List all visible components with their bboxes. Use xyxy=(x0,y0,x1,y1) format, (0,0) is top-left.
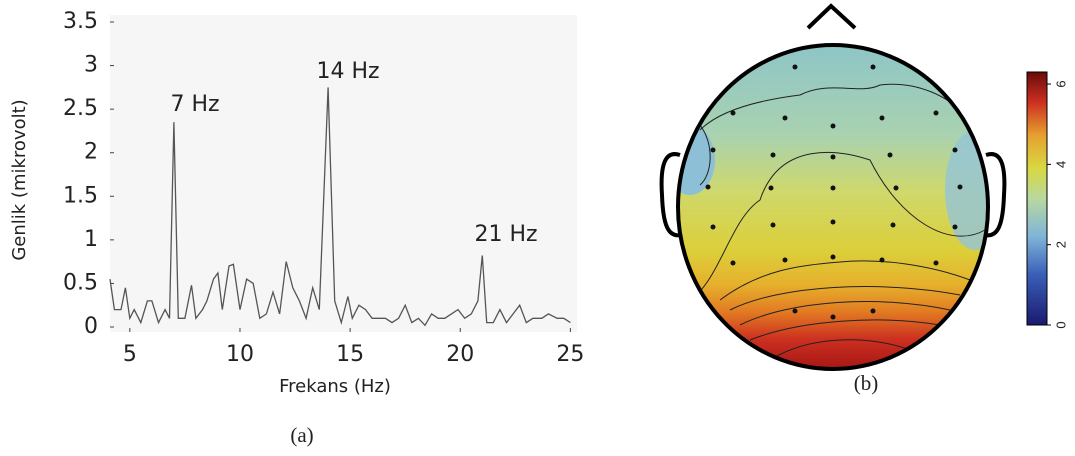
topomap xyxy=(662,6,1005,380)
colorbar xyxy=(1027,72,1047,325)
colorbar-tick-label: 2 xyxy=(1053,241,1068,248)
peak-annotation: 14 Hz xyxy=(316,59,379,84)
peak-annotation: 7 Hz xyxy=(170,92,219,117)
y-tick-label: 1 xyxy=(84,227,98,252)
x-tick-label: 15 xyxy=(336,342,364,367)
nose xyxy=(808,6,855,28)
y-tick-label: 0 xyxy=(84,314,98,339)
y-tick-label: 0.5 xyxy=(63,270,98,295)
y-tick-label: 2 xyxy=(84,140,98,165)
x-tick-label: 10 xyxy=(226,342,254,367)
y-tick-label: 3.5 xyxy=(63,9,98,34)
y-tick-label: 3 xyxy=(84,53,98,78)
colorbar-tick-label: 4 xyxy=(1053,161,1068,168)
colorbar-tick-label: 0 xyxy=(1053,321,1068,328)
caption: (a) xyxy=(290,423,313,447)
y-tick-label: 1.5 xyxy=(63,183,98,208)
x-tick-label: 25 xyxy=(556,342,584,367)
figure: 00.511.522.533.55101520257 Hz14 Hz21 HzF… xyxy=(0,0,1075,456)
y-tick-label: 2.5 xyxy=(63,96,98,121)
colorbar-tick-label: 6 xyxy=(1053,80,1068,87)
x-tick-label: 20 xyxy=(446,342,474,367)
caption: (b) xyxy=(854,371,879,395)
y-axis-label: Genlik (mikrovolt) xyxy=(9,99,30,260)
page: {"chart_data": [ {"type": "line", "capti… xyxy=(0,0,1075,456)
x-tick-label: 5 xyxy=(123,342,137,367)
peak-annotation: 21 Hz xyxy=(474,222,537,247)
x-axis-label: Frekans (Hz) xyxy=(279,376,391,397)
